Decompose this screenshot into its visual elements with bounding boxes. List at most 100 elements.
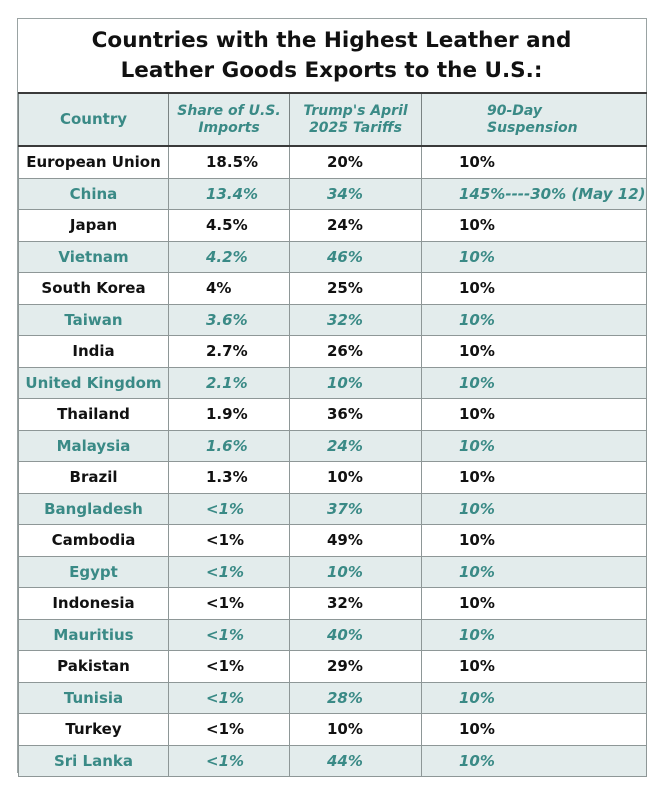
cell-share: 3.6% bbox=[168, 303, 290, 336]
table-row: Japan 4.5% 24% 10% bbox=[18, 209, 647, 242]
cell-suspension: 145%----30% (May 12) bbox=[421, 177, 647, 210]
cell-tariff: 40% bbox=[289, 618, 422, 651]
table-row: Mauritius <1% 40% 10% bbox=[18, 618, 647, 651]
cell-country: Vietnam bbox=[18, 240, 169, 273]
cell-tariff: 24% bbox=[289, 209, 422, 242]
cell-share: 4.2% bbox=[168, 240, 290, 273]
cell-tariff: 44% bbox=[289, 744, 422, 777]
table-row: Sri Lanka <1% 44% 10% bbox=[18, 744, 647, 777]
table-row: China 13.4% 34% 145%----30% (May 12) bbox=[18, 177, 647, 210]
cell-share: <1% bbox=[168, 713, 290, 746]
table-row: Tunisia <1% 28% 10% bbox=[18, 681, 647, 714]
cell-share: 4% bbox=[168, 272, 290, 305]
cell-tariff: 26% bbox=[289, 335, 422, 368]
cell-suspension: 10% bbox=[421, 398, 647, 431]
cell-country: Pakistan bbox=[18, 650, 169, 683]
cell-tariff: 32% bbox=[289, 587, 422, 620]
title-line-1: Countries with the Highest Leather and bbox=[91, 28, 572, 53]
cell-share: <1% bbox=[168, 618, 290, 651]
column-header-country-label: Country bbox=[59, 110, 128, 128]
table-row: Indonesia <1% 32% 10% bbox=[18, 587, 647, 620]
table-row: Taiwan 3.6% 32% 10% bbox=[18, 303, 647, 336]
cell-suspension: 10% bbox=[421, 492, 647, 525]
cell-country: South Korea bbox=[18, 272, 169, 305]
cell-country: Japan bbox=[18, 209, 169, 242]
column-header-suspension-line-2: Suspension bbox=[487, 119, 578, 136]
exports-table-card: Countries with the Highest Leather and L… bbox=[17, 18, 647, 777]
cell-tariff: 37% bbox=[289, 492, 422, 525]
cell-tariff: 10% bbox=[289, 366, 422, 399]
cell-share: <1% bbox=[168, 555, 290, 588]
cell-tariff: 10% bbox=[289, 555, 422, 588]
cell-country: India bbox=[18, 335, 169, 368]
table-row: South Korea 4% 25% 10% bbox=[18, 272, 647, 305]
column-header-tariff-line-1: Trump's April bbox=[303, 102, 408, 119]
table-row: Turkey <1% 10% 10% bbox=[18, 713, 647, 746]
cell-share: 4.5% bbox=[168, 209, 290, 242]
cell-tariff: 10% bbox=[289, 713, 422, 746]
table-row: Bangladesh <1% 37% 10% bbox=[18, 492, 647, 525]
cell-country: Malaysia bbox=[18, 429, 169, 462]
cell-tariff: 20% bbox=[289, 145, 422, 179]
cell-share: 1.9% bbox=[168, 398, 290, 431]
column-header-share-line-2: Imports bbox=[198, 119, 260, 136]
exports-table: Country Share of U.S. Imports Trump's Ap… bbox=[18, 92, 647, 777]
cell-tariff: 36% bbox=[289, 398, 422, 431]
cell-share: 2.1% bbox=[168, 366, 290, 399]
page-title: Countries with the Highest Leather and L… bbox=[18, 19, 645, 92]
cell-suspension: 10% bbox=[421, 240, 647, 273]
table-row: Egypt <1% 10% 10% bbox=[18, 555, 647, 588]
cell-suspension: 10% bbox=[421, 555, 647, 588]
cell-tariff: 46% bbox=[289, 240, 422, 273]
table-row: Cambodia <1% 49% 10% bbox=[18, 524, 647, 557]
cell-suspension: 10% bbox=[421, 272, 647, 305]
cell-share: 1.3% bbox=[168, 461, 290, 494]
column-header-share: Share of U.S. Imports bbox=[168, 92, 290, 147]
cell-share: 18.5% bbox=[168, 145, 290, 179]
table-row: Pakistan <1% 29% 10% bbox=[18, 650, 647, 683]
cell-tariff: 24% bbox=[289, 429, 422, 462]
column-header-suspension-line-1: 90-Day bbox=[487, 102, 543, 119]
table-row: Vietnam 4.2% 46% 10% bbox=[18, 240, 647, 273]
cell-share: <1% bbox=[168, 681, 290, 714]
cell-tariff: 34% bbox=[289, 177, 422, 210]
cell-country: Bangladesh bbox=[18, 492, 169, 525]
cell-suspension: 10% bbox=[421, 524, 647, 557]
cell-suspension: 10% bbox=[421, 429, 647, 462]
cell-share: <1% bbox=[168, 744, 290, 777]
cell-suspension: 10% bbox=[421, 145, 647, 179]
column-header-tariff: Trump's April 2025 Tariffs bbox=[289, 92, 422, 147]
table-row: India 2.7% 26% 10% bbox=[18, 335, 647, 368]
cell-share: <1% bbox=[168, 650, 290, 683]
cell-suspension: 10% bbox=[421, 461, 647, 494]
cell-share: 2.7% bbox=[168, 335, 290, 368]
cell-country: Tunisia bbox=[18, 681, 169, 714]
cell-share: <1% bbox=[168, 492, 290, 525]
column-header-country: Country bbox=[18, 92, 169, 147]
column-header-suspension: 90-Day Suspension bbox=[421, 92, 647, 147]
table-row: Brazil 1.3% 10% 10% bbox=[18, 461, 647, 494]
cell-share: 1.6% bbox=[168, 429, 290, 462]
column-header-tariff-line-2: 2025 Tariffs bbox=[309, 119, 402, 136]
cell-country: Thailand bbox=[18, 398, 169, 431]
cell-country: China bbox=[18, 177, 169, 210]
table-row: Thailand 1.9% 36% 10% bbox=[18, 398, 647, 431]
cell-country: United Kingdom bbox=[18, 366, 169, 399]
cell-suspension: 10% bbox=[421, 681, 647, 714]
cell-country: Indonesia bbox=[18, 587, 169, 620]
cell-suspension: 10% bbox=[421, 335, 647, 368]
cell-suspension: 10% bbox=[421, 303, 647, 336]
cell-country: Cambodia bbox=[18, 524, 169, 557]
cell-share: 13.4% bbox=[168, 177, 290, 210]
cell-tariff: 25% bbox=[289, 272, 422, 305]
cell-suspension: 10% bbox=[421, 209, 647, 242]
cell-suspension: 10% bbox=[421, 713, 647, 746]
cell-country: European Union bbox=[18, 145, 169, 179]
cell-tariff: 28% bbox=[289, 681, 422, 714]
cell-suspension: 10% bbox=[421, 587, 647, 620]
cell-country: Turkey bbox=[18, 713, 169, 746]
cell-country: Mauritius bbox=[18, 618, 169, 651]
table-header-row: Country Share of U.S. Imports Trump's Ap… bbox=[18, 92, 647, 147]
column-header-share-line-1: Share of U.S. bbox=[177, 102, 281, 119]
cell-country: Sri Lanka bbox=[18, 744, 169, 777]
